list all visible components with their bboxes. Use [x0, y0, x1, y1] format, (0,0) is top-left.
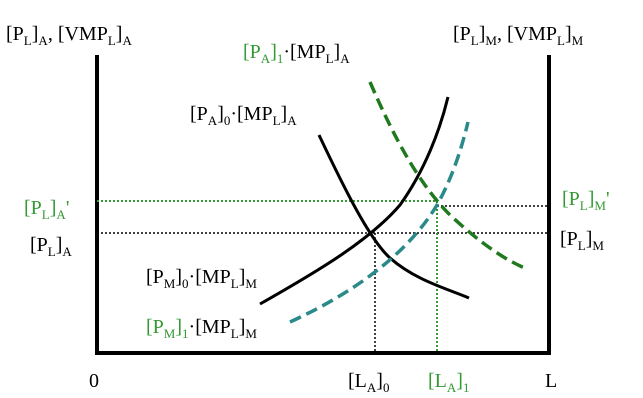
label-agriculture-demand-initial: [PA]0·[MPL]A: [190, 103, 297, 128]
label-labor-agriculture-new: [LA]1: [428, 370, 469, 395]
label-wage-agriculture-initial: [PL]A: [30, 234, 72, 259]
label-wage-agriculture-new: [PL]A': [24, 197, 69, 222]
agriculture-demand-curve-initial: [317, 134, 470, 300]
label-wage-manufacturing-new: [PL]M': [562, 188, 610, 213]
origin-label: 0: [89, 370, 99, 392]
left-axis-title: [PL]A, [VMPL]A: [6, 23, 132, 48]
x-axis-end-label: L: [545, 370, 557, 392]
right-axis-title: [PL]M, [VMPL]M: [453, 23, 584, 48]
agriculture-demand-curve-shifted: [368, 81, 528, 271]
label-agriculture-demand-shifted: [PA]1·[MPL]A: [243, 41, 350, 66]
manufacturing-demand-curve-initial: [259, 96, 450, 306]
label-labor-agriculture-initial: [LA]0: [348, 370, 389, 395]
label-wage-manufacturing-initial: [PL]M: [560, 228, 604, 253]
label-manufacturing-demand-initial: [PM]0·[MPL]M: [146, 266, 257, 291]
manufacturing-demand-curve-shifted: [289, 121, 470, 324]
label-manufacturing-demand-shifted: [PM]1·[MPL]M: [146, 316, 257, 341]
